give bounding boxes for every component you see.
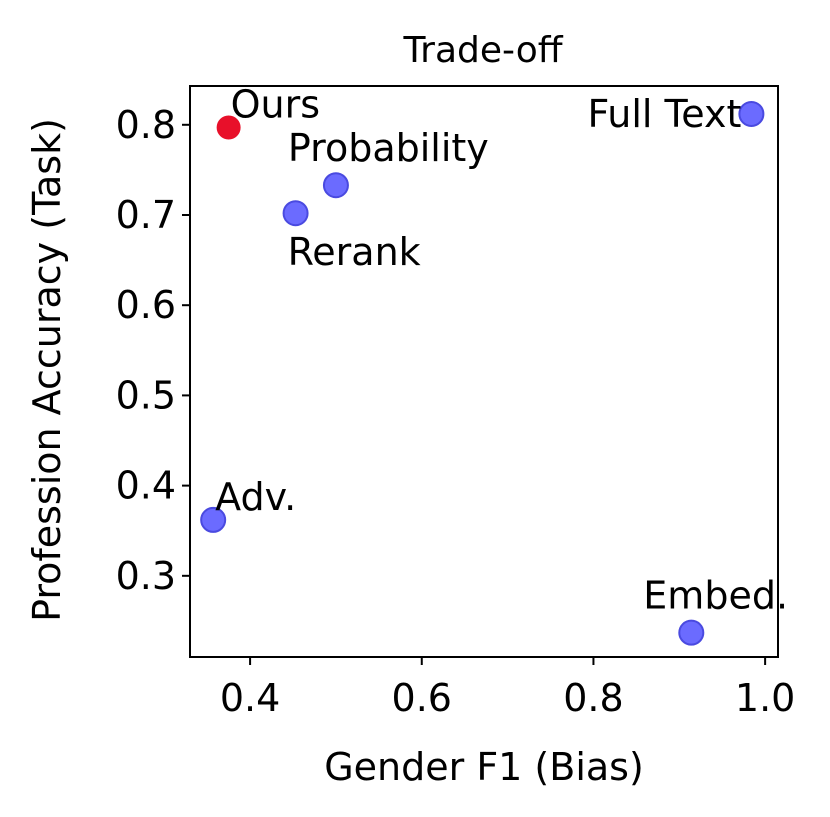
y-tick-label: 0.6 (116, 283, 176, 327)
data-label-embed: Embed. (643, 574, 788, 618)
x-axis: 0.4 0.6 0.8 1.0 (220, 657, 795, 720)
data-label-full-text: Full Text (587, 92, 741, 136)
plot-frame (189, 85, 779, 658)
data-point-embed (678, 619, 705, 646)
y-tick-label: 0.4 (116, 464, 176, 508)
x-tick-label: 0.8 (563, 676, 623, 720)
data-point-ours (216, 115, 241, 140)
data-point-full-text (738, 100, 765, 127)
y-axis: 0.3 0.4 0.5 0.6 0.7 0.8 (116, 103, 190, 598)
y-axis-label: Profession Accuracy (Task) (25, 118, 69, 622)
data-label-adv: Adv. (215, 475, 296, 519)
data-label-ours: Ours (231, 82, 320, 126)
data-point-probability (322, 172, 349, 199)
y-tick-label: 0.8 (116, 103, 176, 147)
y-tick-label: 0.5 (116, 373, 176, 417)
x-axis-label: Gender F1 (Bias) (324, 745, 644, 789)
data-point-adv (200, 506, 227, 533)
data-label-rerank: Rerank (288, 230, 421, 274)
y-tick-label: 0.3 (116, 554, 176, 598)
x-tick-label: 0.6 (392, 676, 452, 720)
x-tick-label: 1.0 (735, 676, 795, 720)
x-tick-label: 0.4 (220, 676, 280, 720)
data-label-probability: Probability (288, 126, 489, 170)
y-tick-label: 0.7 (116, 193, 176, 237)
data-point-rerank (282, 200, 309, 227)
chart-title: Trade-off (402, 30, 563, 71)
